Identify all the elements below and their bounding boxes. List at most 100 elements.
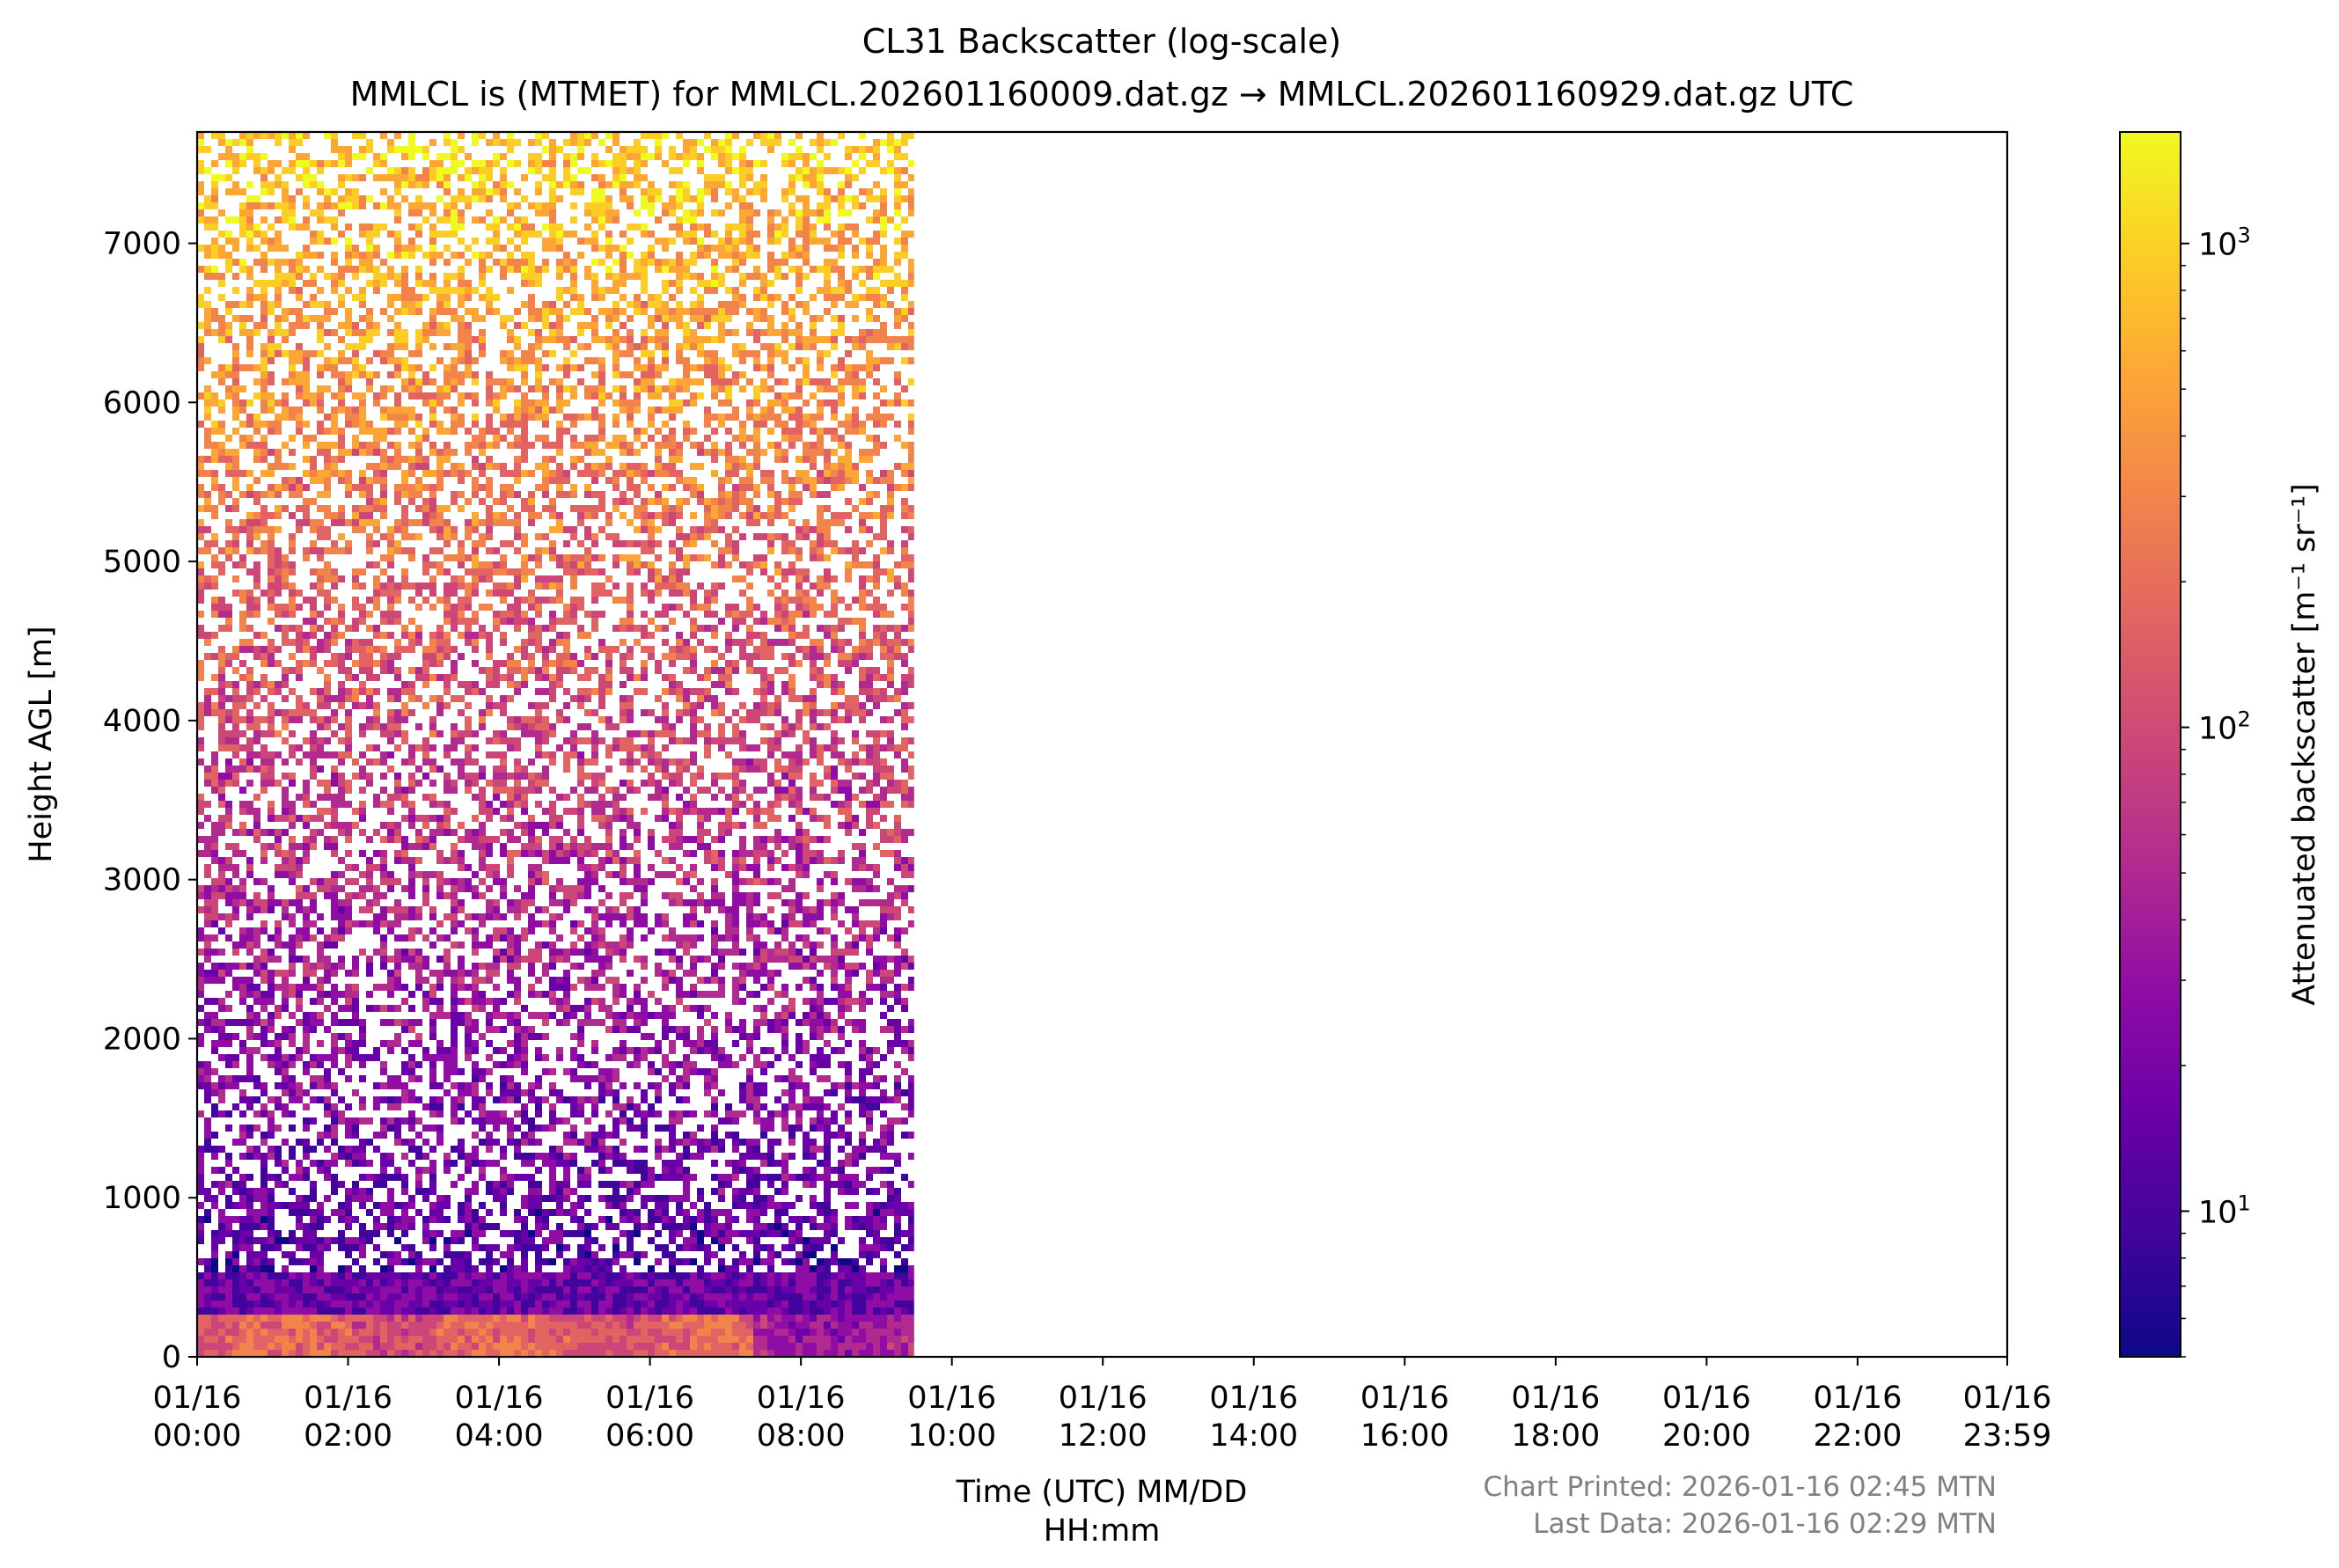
- heatmap-cell: [246, 681, 253, 688]
- heatmap-cell: [232, 984, 239, 991]
- heatmap-cell: [514, 1308, 521, 1315]
- heatmap-cell: [444, 1047, 451, 1054]
- heatmap-cell: [246, 491, 253, 498]
- heatmap-cell: [458, 984, 465, 991]
- heatmap-cell: [303, 280, 310, 287]
- heatmap-cell: [429, 160, 436, 167]
- heatmap-cell: [197, 301, 204, 308]
- heatmap-cell: [211, 188, 218, 195]
- heatmap-cell: [204, 885, 211, 892]
- heatmap-cell: [465, 639, 472, 646]
- heatmap-cell: [253, 815, 260, 822]
- heatmap-cell: [253, 1153, 260, 1160]
- heatmap-cell: [429, 1244, 436, 1251]
- heatmap-cell: [500, 730, 507, 737]
- heatmap-cell: [394, 822, 401, 829]
- heatmap-cell: [317, 1054, 324, 1061]
- heatmap-cell: [345, 1223, 352, 1230]
- heatmap-cell: [282, 611, 289, 618]
- heatmap-cell: [310, 709, 317, 716]
- heatmap-cell: [310, 1160, 317, 1167]
- heatmap-cell: [324, 428, 331, 435]
- heatmap-cell: [394, 906, 401, 913]
- heatmap-cell: [289, 744, 296, 751]
- heatmap-cell: [345, 414, 352, 421]
- heatmap-cell: [401, 294, 408, 301]
- heatmap-cell: [401, 470, 408, 477]
- heatmap-cell: [479, 568, 486, 575]
- heatmap-cell: [246, 245, 253, 252]
- heatmap-cell: [239, 1181, 246, 1188]
- heatmap-cell: [465, 294, 472, 301]
- heatmap-cell: [408, 1336, 415, 1343]
- heatmap-cell: [408, 174, 415, 181]
- heatmap-cell: [338, 1181, 345, 1188]
- heatmap-cell: [380, 1202, 387, 1209]
- heatmap-cell: [359, 1054, 366, 1061]
- heatmap-cell: [232, 1019, 239, 1026]
- heatmap-cell: [204, 956, 211, 963]
- heatmap-cell: [246, 1153, 253, 1160]
- heatmap-cell: [317, 815, 324, 822]
- heatmap-cell: [465, 1336, 472, 1343]
- heatmap-cell: [331, 273, 338, 280]
- heatmap-cell: [352, 512, 359, 519]
- heatmap-cell: [465, 1265, 472, 1272]
- heatmap-cell: [486, 885, 493, 892]
- heatmap-cell: [394, 970, 401, 977]
- heatmap-cell: [535, 364, 542, 371]
- heatmap-cell: [436, 1110, 444, 1117]
- heatmap-cell: [500, 843, 507, 850]
- heatmap-cell: [507, 977, 514, 984]
- heatmap-cell: [528, 1089, 535, 1096]
- heatmap-cell: [345, 1279, 352, 1286]
- heatmap-cell: [310, 519, 317, 526]
- heatmap-cell: [239, 1265, 246, 1272]
- heatmap-cell: [507, 787, 514, 794]
- heatmap-cell: [387, 801, 394, 808]
- heatmap-cell: [429, 794, 436, 801]
- heatmap-cell: [486, 1139, 493, 1146]
- heatmap-cell: [472, 484, 479, 491]
- heatmap-cell: [415, 195, 422, 202]
- heatmap-cell: [338, 301, 345, 308]
- heatmap-cell: [401, 407, 408, 414]
- heatmap-cell: [345, 174, 352, 181]
- heatmap-cell: [359, 766, 366, 773]
- heatmap-cell: [359, 414, 366, 421]
- heatmap-cell: [338, 920, 345, 927]
- heatmap-cell: [521, 1329, 528, 1336]
- heatmap-cell: [535, 1308, 542, 1315]
- heatmap-cell: [415, 329, 422, 336]
- heatmap-cell: [204, 1012, 211, 1019]
- heatmap-cell: [436, 174, 444, 181]
- heatmap-cell: [275, 1308, 282, 1315]
- heatmap-cell: [380, 1336, 387, 1343]
- heatmap-cell: [352, 1146, 359, 1153]
- heatmap-cell: [528, 1117, 535, 1125]
- heatmap-cell: [310, 238, 317, 245]
- heatmap-cell: [408, 639, 415, 646]
- heatmap-cell: [359, 449, 366, 456]
- heatmap-cell: [197, 963, 204, 970]
- heatmap-cell: [296, 1160, 303, 1167]
- heatmap-cell: [444, 385, 451, 392]
- heatmap-cell: [253, 934, 260, 942]
- heatmap-cell: [359, 1308, 366, 1315]
- heatmap-cell: [408, 1308, 415, 1315]
- heatmap-cell: [310, 583, 317, 590]
- heatmap-cell: [514, 998, 521, 1005]
- heatmap-cell: [415, 442, 422, 449]
- heatmap-cell: [204, 195, 211, 202]
- heatmap-cell: [408, 758, 415, 766]
- heatmap-cell: [507, 991, 514, 998]
- heatmap-cell: [401, 519, 408, 526]
- heatmap-cell: [436, 294, 444, 301]
- heatmap-cell: [451, 202, 458, 209]
- heatmap-cell: [211, 1244, 218, 1251]
- heatmap-cell: [380, 850, 387, 857]
- heatmap-cell: [296, 414, 303, 421]
- heatmap-cell: [514, 956, 521, 963]
- heatmap-cell: [359, 1350, 366, 1357]
- heatmap-cell: [331, 766, 338, 773]
